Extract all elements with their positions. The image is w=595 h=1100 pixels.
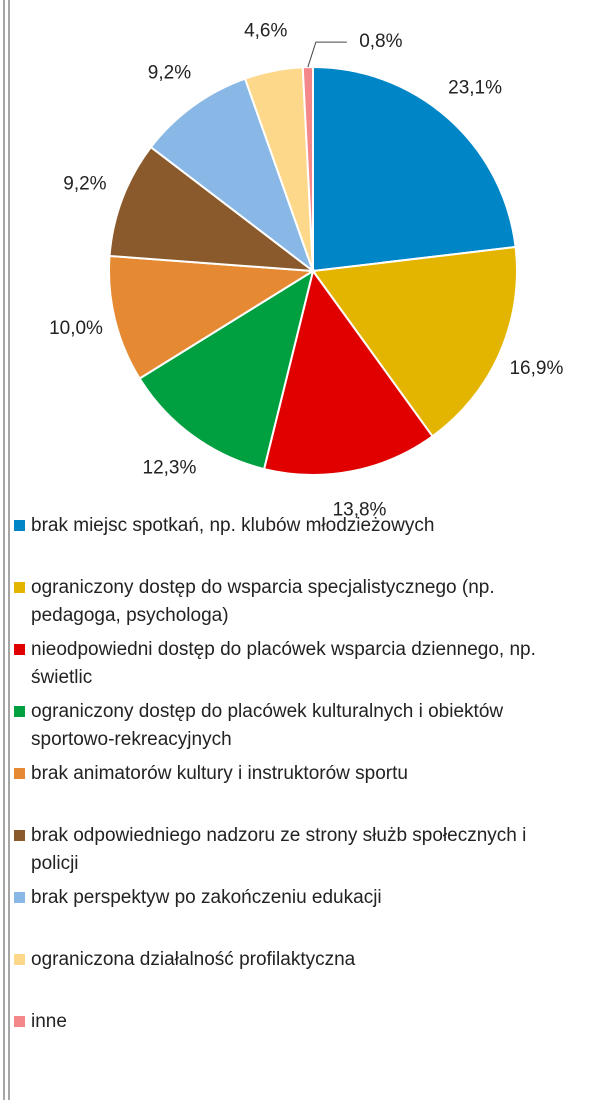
data-label: 9,2% <box>148 63 191 84</box>
data-label: 4,6% <box>244 21 287 42</box>
legend-item: brak perspektyw po zakończeniu edukacji <box>14 884 576 912</box>
pie-slice <box>138 268 315 471</box>
legend-item: brak odpowiedniego nadzoru ze strony słu… <box>14 822 576 878</box>
data-label: 10,0% <box>49 318 103 339</box>
pie-slice <box>311 245 518 438</box>
pie-slice <box>108 145 317 273</box>
legend-item: ograniczona działalność profilaktyczna <box>14 946 576 974</box>
legend-item: nieodpowiedni dostęp do placówek wsparci… <box>14 636 576 692</box>
data-label: 0,8% <box>359 31 402 52</box>
legend-swatch <box>14 582 25 593</box>
legend-swatch <box>14 830 25 841</box>
pie-slice <box>262 268 434 476</box>
legend-label: nieodpowiedni dostęp do placówek wsparci… <box>31 639 536 688</box>
legend-label: brak odpowiedniego nadzoru ze strony słu… <box>31 825 527 874</box>
legend-swatch <box>14 954 25 965</box>
legend-swatch <box>14 1016 25 1027</box>
legend-swatch <box>14 768 25 779</box>
legend-label: brak miejsc spotkań, np. klubów młodzież… <box>31 515 435 536</box>
legend-label: ograniczona działalność profilaktyczna <box>31 949 356 970</box>
legend-swatch <box>14 520 25 531</box>
pie-slice <box>108 254 317 380</box>
leader-line <box>307 41 347 68</box>
legend-label: ograniczony dostęp do placówek kulturaln… <box>31 701 504 750</box>
legend-item: inne <box>14 1008 576 1036</box>
legend-swatch <box>14 892 25 903</box>
legend-item: ograniczony dostęp do placówek kulturaln… <box>14 698 526 754</box>
pie-slice <box>149 77 316 274</box>
legend-item: brak animatorów kultury i instruktorów s… <box>14 760 576 788</box>
pie-slice <box>312 65 517 273</box>
legend-label: inne <box>31 1011 67 1032</box>
legend-label: ograniczony dostęp do wsparcia specjalis… <box>31 577 495 626</box>
data-label: 16,9% <box>509 358 563 379</box>
data-label: 12,3% <box>143 457 197 478</box>
legend-swatch <box>14 706 25 717</box>
legend-label: brak animatorów kultury i instruktorów s… <box>31 763 408 784</box>
legend-item: brak miejsc spotkań, np. klubów młodzież… <box>14 512 576 540</box>
legend-item: ograniczony dostęp do wsparcia specjalis… <box>14 574 576 630</box>
legend-label: brak perspektyw po zakończeniu edukacji <box>31 887 382 908</box>
data-label: 13,8% <box>333 500 387 521</box>
data-label: 9,2% <box>63 173 106 194</box>
legend-swatch <box>14 644 25 655</box>
data-label: 23,1% <box>448 78 502 99</box>
